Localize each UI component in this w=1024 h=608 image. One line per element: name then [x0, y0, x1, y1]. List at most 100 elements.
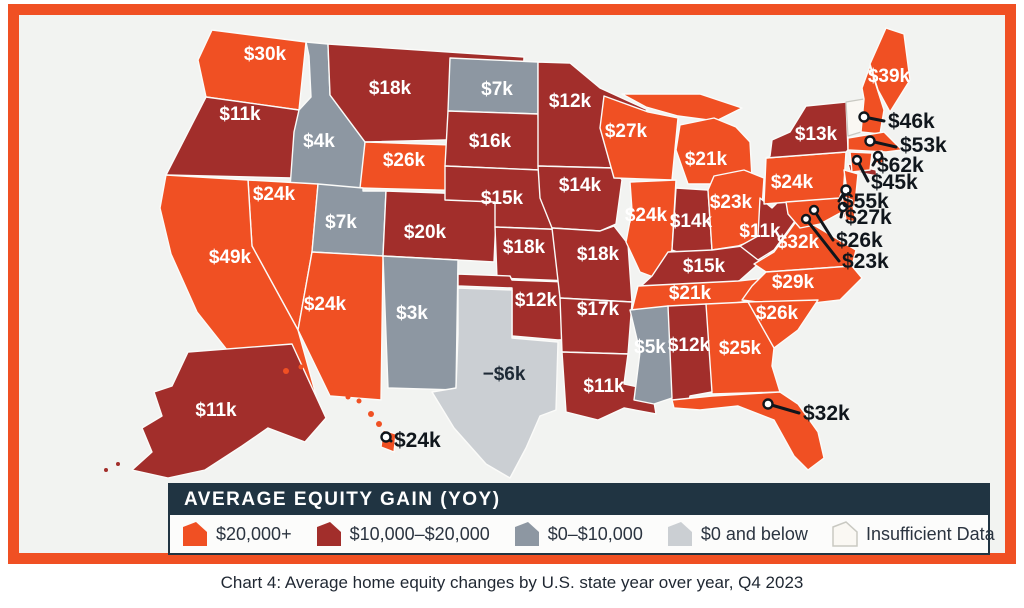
state-label-pa: $24k — [771, 172, 814, 193]
state-label-tn: $21k — [669, 283, 712, 304]
hawaii-island — [345, 394, 351, 400]
state-label-ok: $12k — [515, 290, 558, 311]
state-label-tx: −$6k — [483, 364, 526, 385]
state-label-az: $24k — [304, 294, 347, 315]
state-label-mt: $18k — [369, 78, 412, 99]
state-label-mi: $21k — [685, 149, 728, 170]
callout-label-nj: $55k — [842, 190, 889, 213]
state-label-al: $12k — [668, 335, 711, 356]
callout-label-ma: $53k — [900, 134, 947, 157]
legend-swatch-insufficient-data-icon — [832, 521, 858, 547]
state-label-ny: $13k — [795, 124, 838, 145]
callout-dot-ct — [851, 154, 863, 166]
state-label-mo: $18k — [577, 244, 620, 265]
state-florida — [671, 391, 825, 471]
callout-dot-ri — [872, 150, 884, 162]
callout-label-ri: $62k — [877, 154, 924, 177]
state-label-sc: $26k — [756, 303, 799, 324]
state-label-ut: $7k — [325, 212, 357, 233]
hawaii-island — [328, 383, 334, 389]
callout-dot-hi — [380, 431, 392, 443]
callouts: $46k $53k $62k $45k $55k $27k $26k $23k … — [380, 110, 947, 452]
callout-label-dc: $23k — [842, 250, 889, 273]
legend-item-label: $20,000+ — [216, 523, 292, 544]
hawaii-island — [356, 398, 362, 404]
legend-swatch-0-10000-icon — [514, 522, 539, 546]
state-arizona — [297, 251, 384, 401]
state-mississippi — [629, 305, 673, 405]
callout-label-md: $26k — [836, 229, 883, 252]
legend-item-0-and-below: $0 and below — [667, 521, 808, 547]
state-label-wy: $26k — [383, 150, 426, 171]
legend: AVERAGE EQUITY GAIN (YOY) $20,000+ $10,0… — [168, 483, 995, 555]
callout-dot-nj — [840, 184, 852, 196]
hawaii-island — [368, 411, 374, 417]
state-label-il: $24k — [625, 205, 668, 226]
state-label-ne: $15k — [481, 188, 524, 209]
alaska-island — [116, 462, 120, 466]
legend-item-insufficient-data: Insufficient Data — [832, 521, 995, 547]
state-label-wi: $27k — [605, 121, 648, 142]
state-label-ks: $18k — [503, 237, 546, 258]
legend-item-0-10000: $0–$10,000 — [514, 521, 643, 547]
state-label-ms: $5k — [634, 337, 666, 358]
legend-item-20000-plus: $20,000+ — [182, 521, 292, 547]
callout-label-ct: $45k — [871, 171, 918, 194]
legend-items: $20,000+ $10,000–$20,000 $0–$10,000 $0 a… — [170, 515, 995, 553]
hawaii-island — [283, 368, 289, 374]
state-label-sd: $16k — [469, 131, 512, 152]
state-label-nc: $29k — [772, 272, 815, 293]
state-label-nv: $24k — [253, 184, 296, 205]
hawaii-island — [376, 421, 382, 427]
callout-dot-md — [808, 204, 820, 216]
state-maine — [869, 27, 911, 113]
callout-line-md — [812, 208, 835, 242]
state-label-nd: $7k — [481, 79, 513, 100]
state-value-labels: $30k $11k $49k $24k $4k $18k $26k $7k $2… — [195, 44, 910, 421]
state-label-la: $11k — [583, 376, 625, 397]
state-label-ky: $15k — [683, 256, 726, 277]
legend-item-label: Insufficient Data — [865, 523, 995, 544]
state-label-in: $14k — [670, 211, 713, 232]
state-label-or: $11k — [219, 104, 261, 125]
callout-dot-fl — [762, 398, 774, 410]
alaska-island — [104, 468, 108, 472]
callout-dot-de — [837, 201, 849, 213]
callout-dot-ma — [864, 135, 876, 147]
legend-swatch-20000-plus-icon — [183, 522, 207, 546]
state-label-ak: $11k — [195, 400, 237, 421]
state-texas — [431, 287, 559, 479]
state-alaska — [131, 343, 327, 479]
state-louisiana — [561, 351, 657, 421]
hawaii-island — [298, 364, 304, 370]
legend-item-10000-20000: $10,000–$20,000 — [316, 521, 490, 547]
callout-line-dc — [804, 217, 841, 263]
legend-title: AVERAGE EQUITY GAIN (YOY) — [170, 485, 988, 515]
callout-label-nh: $46k — [888, 110, 935, 133]
state-label-nm: $3k — [396, 303, 428, 324]
legend-swatch-0-and-below-icon — [667, 522, 692, 546]
state-label-oh: $23k — [710, 192, 753, 213]
legend-item-label: $0–$10,000 — [547, 523, 643, 544]
state-label-mn: $12k — [549, 91, 592, 112]
state-label-wa: $30k — [244, 44, 287, 65]
state-label-ia: $14k — [559, 175, 602, 196]
state-label-ga: $25k — [719, 338, 762, 359]
chart-caption: Chart 4: Average home equity changes by … — [220, 573, 804, 592]
callout-label-de: $27k — [845, 206, 892, 229]
legend-item-label: $10,000–$20,000 — [349, 523, 490, 544]
legend-item-label: $0 and below — [700, 523, 808, 544]
callout-label-fl: $32k — [803, 402, 850, 425]
callout-dot-nh — [858, 111, 870, 123]
state-label-id: $4k — [303, 131, 335, 152]
state-label-va: $32k — [777, 232, 820, 253]
state-label-ca: $49k — [209, 247, 252, 268]
state-label-me: $39k — [868, 66, 911, 87]
legend-swatch-10000-20000-icon — [316, 522, 341, 546]
state-label-wv: $11k — [739, 221, 781, 242]
callout-dot-dc — [800, 213, 812, 225]
us-choropleth-map: $30k $11k $49k $24k $4k $18k $26k $7k $2… — [104, 27, 947, 479]
state-label-co: $20k — [404, 222, 447, 243]
state-shapes — [104, 27, 911, 479]
state-label-ar: $17k — [577, 299, 620, 320]
